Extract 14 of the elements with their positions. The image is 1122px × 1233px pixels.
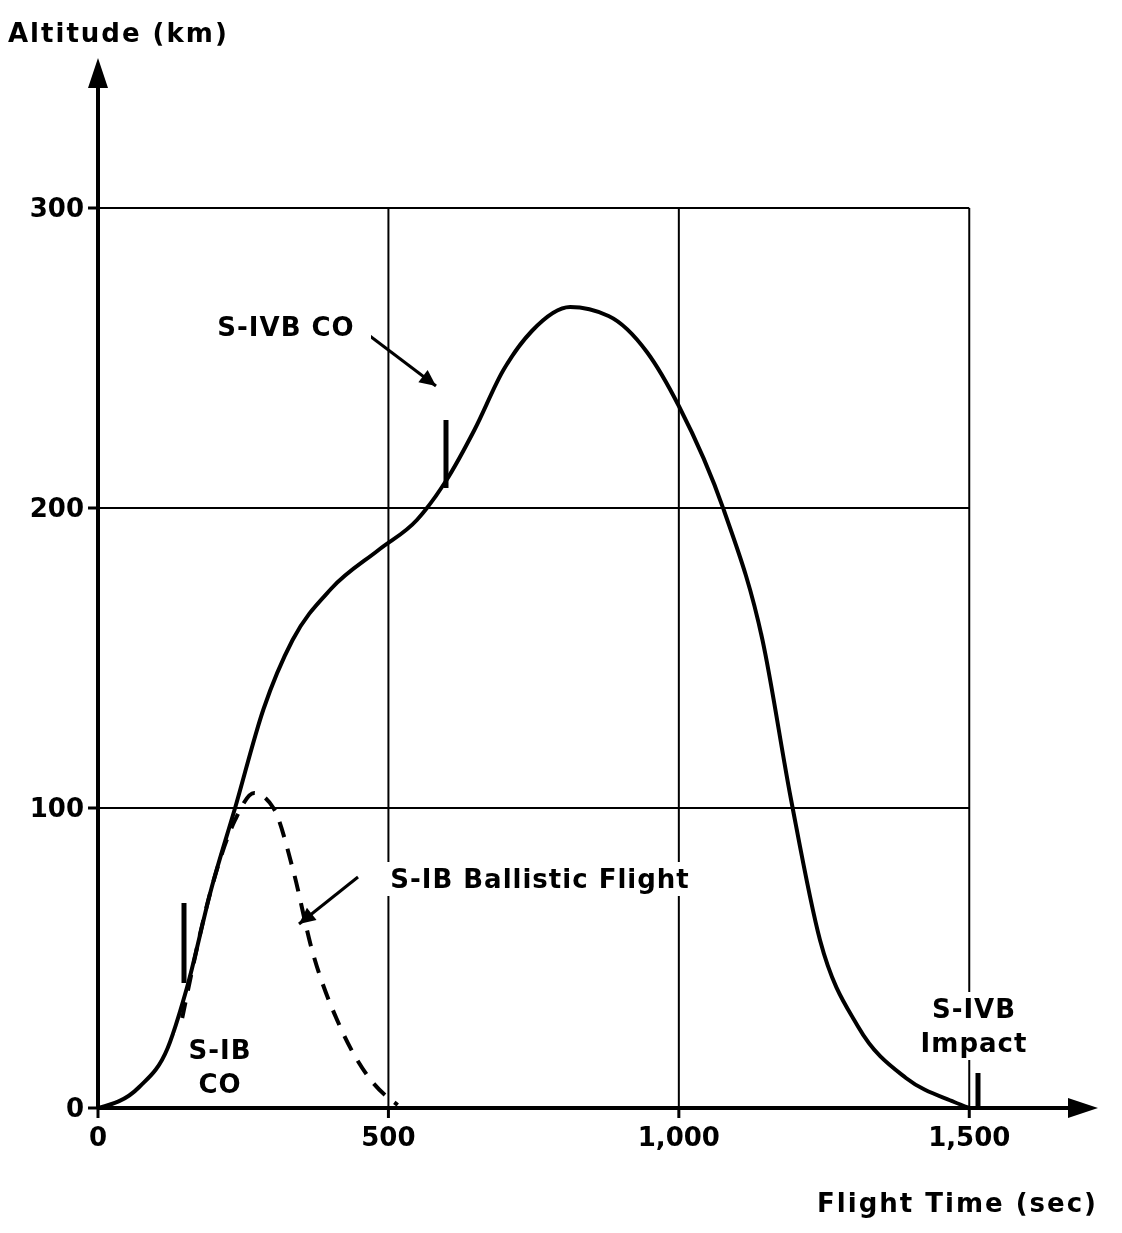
annotation: S-IVB Impact xyxy=(914,992,1034,1060)
y-tick-label: 0 xyxy=(65,1093,84,1123)
y-axis-title: Altitude (km) xyxy=(8,18,229,48)
annotation: S-IVB CO xyxy=(201,310,371,344)
y-tick-label: 300 xyxy=(29,193,84,223)
x-tick-label: 1,000 xyxy=(637,1122,720,1152)
y-tick-label: 100 xyxy=(29,793,84,823)
y-tick-label: 200 xyxy=(29,493,84,523)
x-tick-label: 500 xyxy=(361,1122,416,1152)
annotation: S-IB CO xyxy=(175,1033,265,1101)
x-axis-title: Flight Time (sec) xyxy=(817,1188,1098,1218)
x-tick-label: 0 xyxy=(88,1122,108,1152)
annotation: S-IB Ballistic Flight xyxy=(365,862,715,896)
x-tick-label: 1,500 xyxy=(928,1122,1011,1152)
